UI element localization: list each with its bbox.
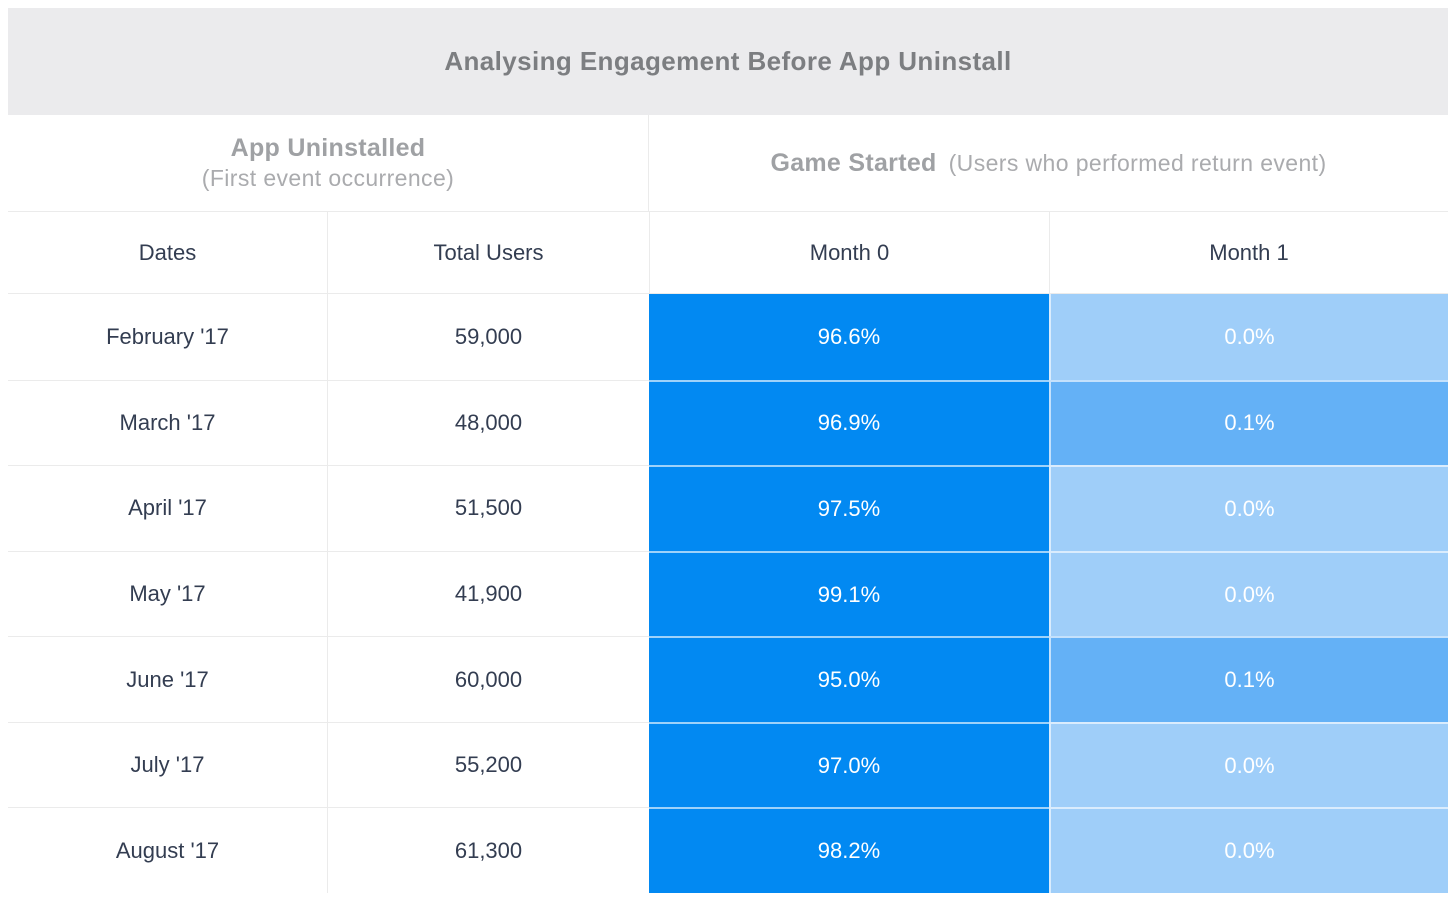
date-cell: July '17 <box>8 721 327 808</box>
month1-heat-cell[interactable]: 0.0% <box>1049 721 1448 808</box>
column-header-total-users: Total Users <box>327 212 649 293</box>
table-row: June '17 60,000 95.0% 0.1% <box>8 636 1448 722</box>
month0-heat-cell[interactable]: 97.5% <box>649 465 1049 551</box>
table-row: March '17 48,000 96.9% 0.1% <box>8 379 1448 466</box>
group-subtitle-first-event: (First event occurrence) <box>201 165 455 191</box>
column-header-row: Dates Total Users Month 0 Month 1 <box>8 211 1448 294</box>
group-subtitle-return-event: (Users who performed return event) <box>948 149 1327 176</box>
month1-heat-cell[interactable]: 0.0% <box>1049 550 1448 637</box>
group-title-app-uninstalled: App Uninstalled <box>230 134 426 162</box>
total-users-cell: 55,200 <box>327 721 649 808</box>
cohort-rows: February '17 59,000 96.6% 0.0% March '17… <box>8 294 1448 894</box>
total-users-cell: 60,000 <box>327 636 649 722</box>
table-row: August '17 61,300 98.2% 0.0% <box>8 807 1448 894</box>
date-cell: June '17 <box>8 636 327 722</box>
month0-heat-cell[interactable]: 99.1% <box>649 550 1049 637</box>
month0-heat-cell[interactable]: 98.2% <box>649 807 1049 894</box>
total-users-cell: 48,000 <box>327 379 649 466</box>
table-row: February '17 59,000 96.6% 0.0% <box>8 294 1448 380</box>
month0-heat-cell[interactable]: 95.0% <box>649 636 1049 722</box>
table-row: April '17 51,500 97.5% 0.0% <box>8 465 1448 551</box>
date-cell: April '17 <box>8 465 327 551</box>
page-title: Analysing Engagement Before App Uninstal… <box>444 46 1012 76</box>
month0-heat-cell[interactable]: 97.0% <box>649 721 1049 808</box>
month1-heat-cell[interactable]: 0.0% <box>1049 807 1448 894</box>
date-cell: May '17 <box>8 550 327 637</box>
month1-heat-cell[interactable]: 0.0% <box>1049 465 1448 551</box>
date-cell: August '17 <box>8 807 327 894</box>
month0-heat-cell[interactable]: 96.9% <box>649 379 1049 466</box>
date-cell: February '17 <box>8 294 327 380</box>
column-header-month-1: Month 1 <box>1049 212 1448 293</box>
month0-heat-cell[interactable]: 96.6% <box>649 294 1049 380</box>
total-users-cell: 61,300 <box>327 807 649 894</box>
month1-heat-cell[interactable]: 0.1% <box>1049 379 1448 466</box>
table-row: July '17 55,200 97.0% 0.0% <box>8 721 1448 808</box>
month1-heat-cell[interactable]: 0.1% <box>1049 636 1448 722</box>
column-group-header-band: App Uninstalled (First event occurrence)… <box>8 115 1448 211</box>
column-header-month-0: Month 0 <box>649 212 1049 293</box>
month1-heat-cell[interactable]: 0.0% <box>1049 294 1448 380</box>
group-title-game-started: Game Started <box>770 148 937 177</box>
total-users-cell: 51,500 <box>327 465 649 551</box>
date-cell: March '17 <box>8 379 327 466</box>
table-row: May '17 41,900 99.1% 0.0% <box>8 550 1448 637</box>
group-header-game-started: Game Started (Users who performed return… <box>649 115 1448 211</box>
report-title-band: Analysing Engagement Before App Uninstal… <box>8 8 1448 115</box>
group-header-app-uninstalled: App Uninstalled (First event occurrence) <box>8 115 649 211</box>
total-users-cell: 41,900 <box>327 550 649 637</box>
total-users-cell: 59,000 <box>327 294 649 380</box>
column-header-dates: Dates <box>138 239 197 265</box>
